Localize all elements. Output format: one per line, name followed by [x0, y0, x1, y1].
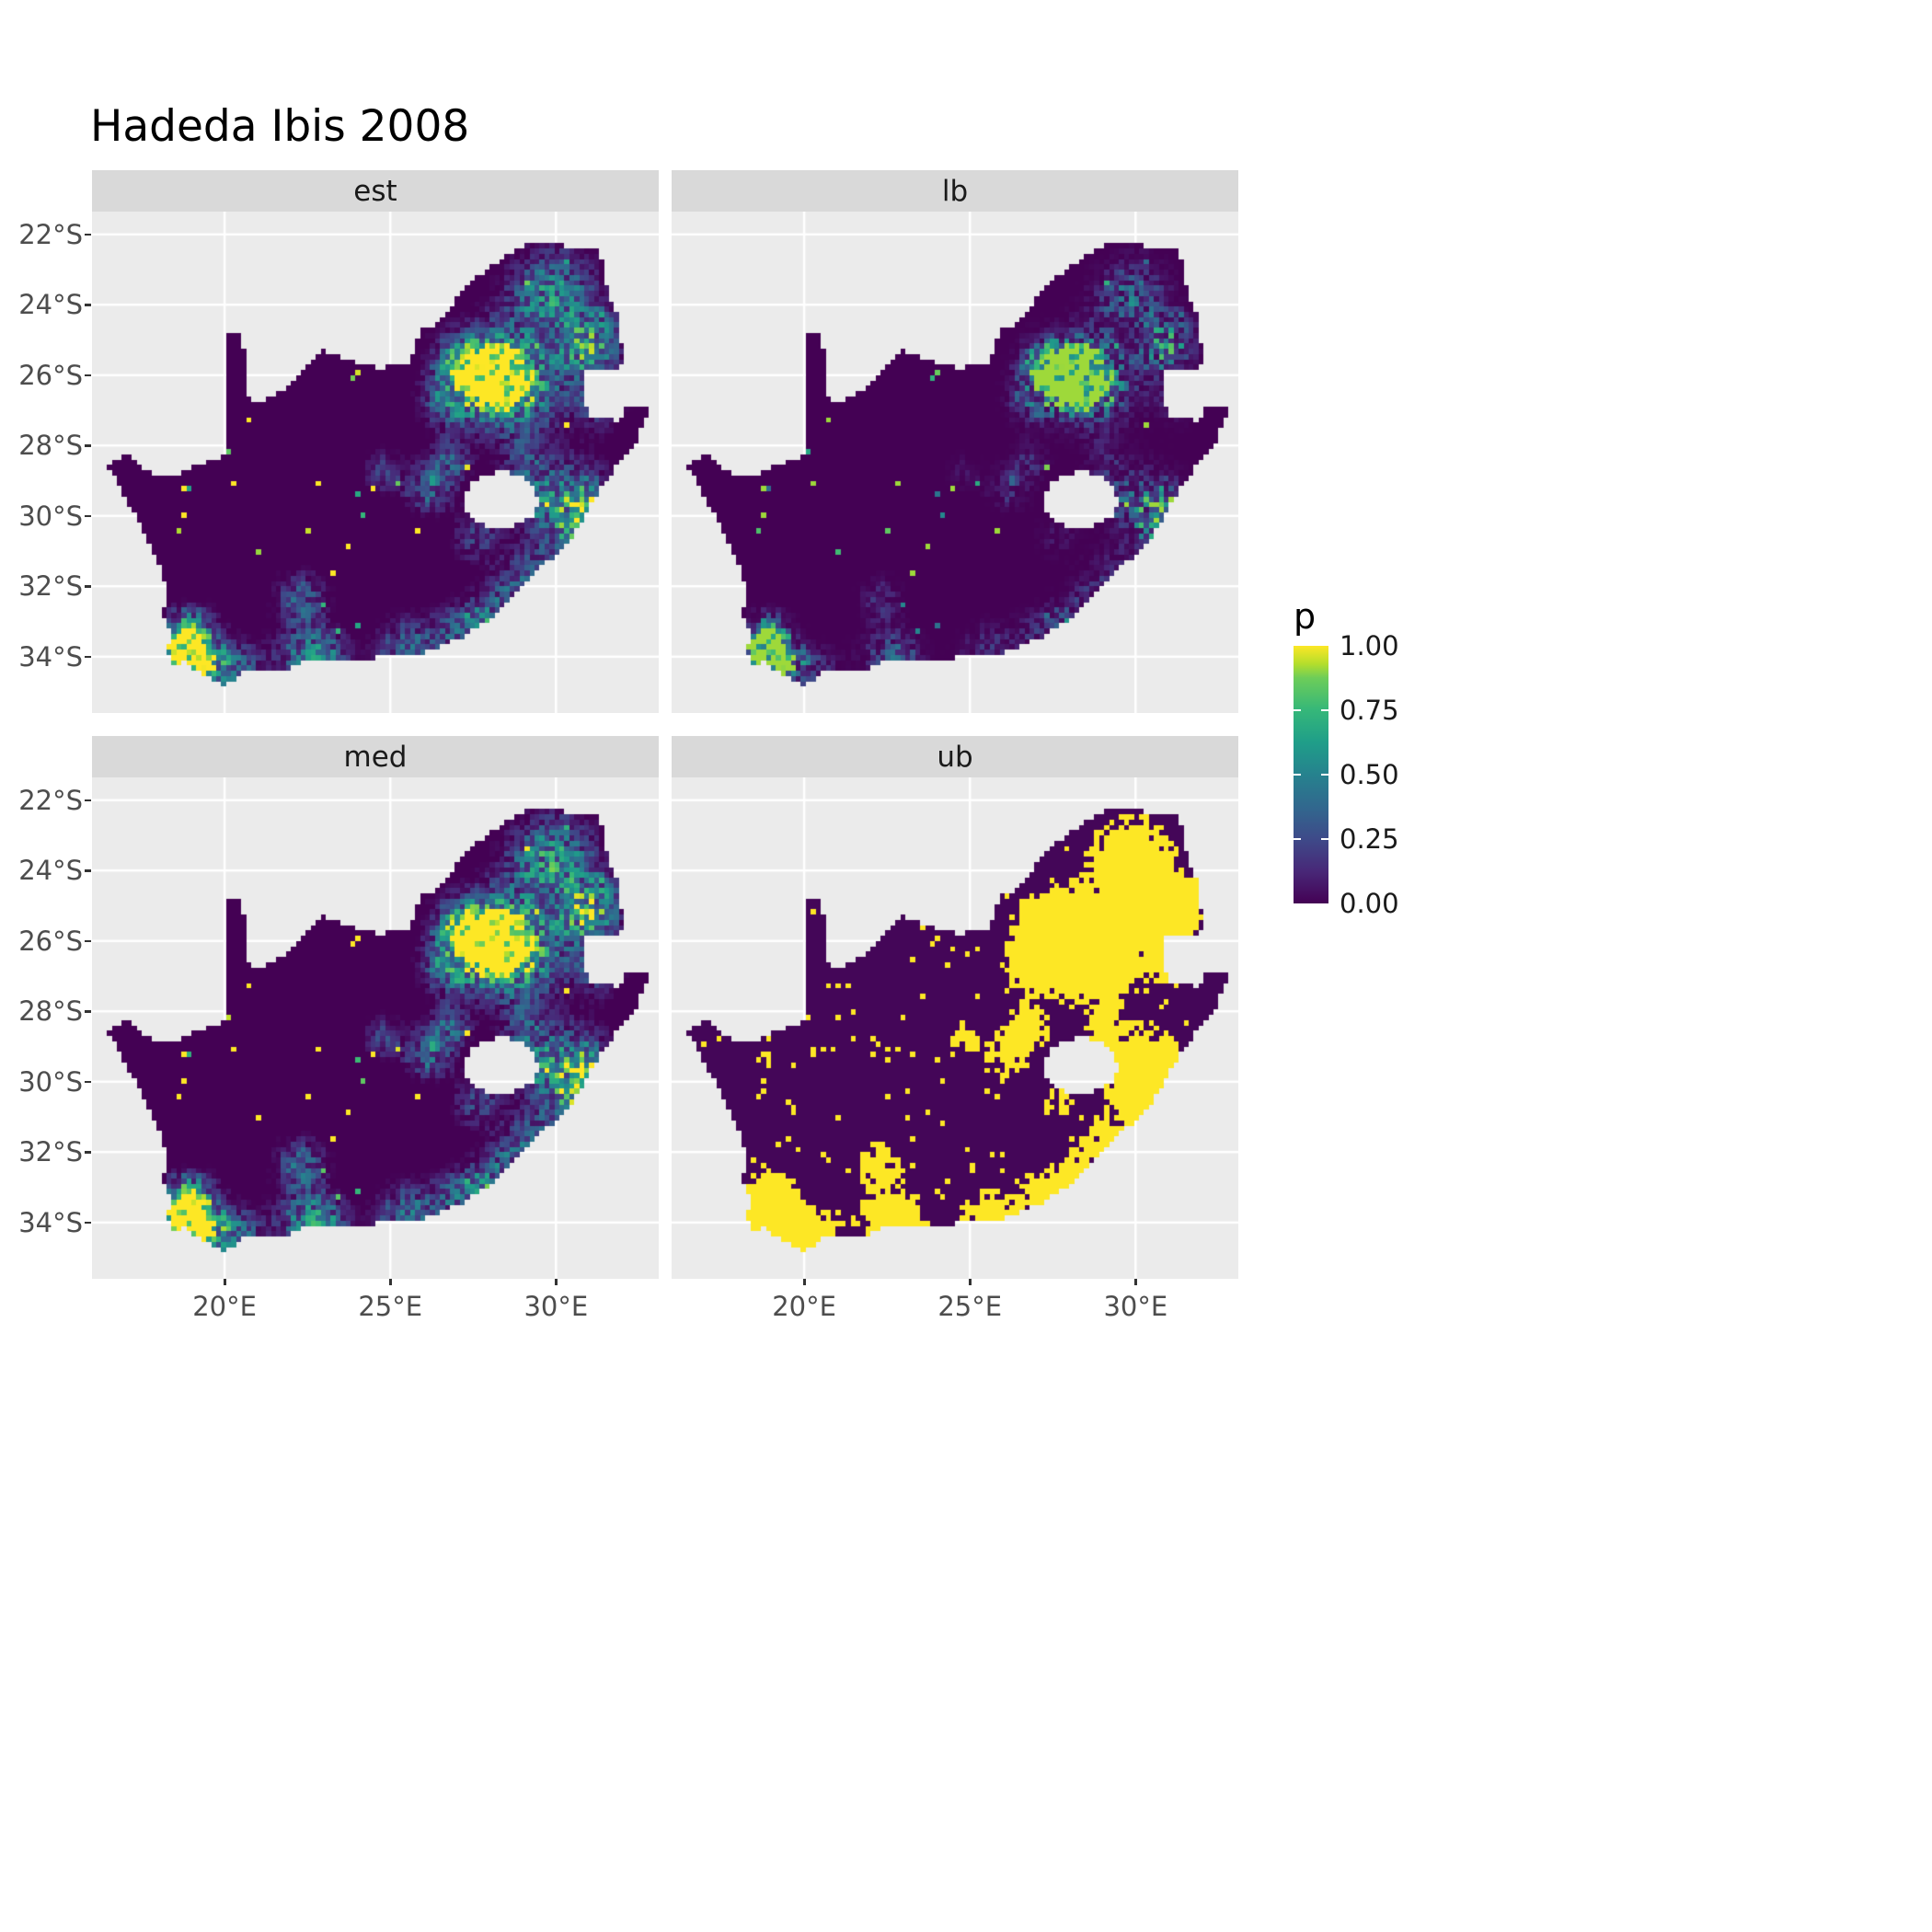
x-axis-tick-mark: [969, 1279, 972, 1285]
map-canvas-lb: [672, 212, 1238, 713]
y-axis-tick-mark: [85, 1151, 91, 1154]
x-axis-tick-mark: [224, 1279, 226, 1285]
legend-tick-mark: [1321, 838, 1328, 840]
facet-strip-lb: lb: [672, 170, 1238, 212]
y-axis-tick-mark: [85, 585, 91, 588]
facet-strip-label: med: [343, 740, 408, 774]
y-axis-tick-mark: [85, 1080, 91, 1084]
y-axis-tick-label: 26°S: [18, 925, 83, 957]
x-axis-tick-label: 30°E: [523, 1291, 589, 1322]
legend-tick-label: 0.00: [1340, 888, 1399, 919]
x-axis-tick-mark: [803, 1279, 806, 1285]
x-axis-tick-mark: [389, 1279, 392, 1285]
facet-strip-med: med: [92, 736, 659, 777]
x-axis-tick-mark: [555, 1279, 558, 1285]
x-axis-tick-label: 20°E: [772, 1291, 836, 1322]
legend-tick-mark: [1321, 709, 1328, 711]
facet-panel-est: [92, 212, 659, 713]
x-axis-tick-mark: [1134, 1279, 1137, 1285]
legend-tick-label: 0.25: [1340, 823, 1399, 855]
y-axis-tick-mark: [85, 655, 91, 659]
y-axis-tick-mark: [85, 514, 91, 518]
y-axis-tick-label: 26°S: [18, 359, 83, 391]
y-axis-tick-mark: [85, 233, 91, 236]
y-axis-tick-mark: [85, 374, 91, 377]
x-axis-tick-label: 25°E: [937, 1291, 1003, 1322]
facet-panel-lb: [672, 212, 1238, 713]
legend-title: p: [1294, 596, 1317, 637]
y-axis-tick-label: 22°S: [18, 218, 83, 250]
y-axis-tick-label: 28°S: [18, 995, 83, 1028]
facet-strip-label: est: [353, 174, 397, 208]
x-axis-tick-label: 30°E: [1103, 1291, 1168, 1322]
legend-tick-label: 0.75: [1340, 695, 1399, 726]
y-axis-tick-label: 30°S: [18, 1065, 83, 1098]
y-axis-tick-mark: [85, 869, 91, 872]
x-axis-tick-label: 20°E: [192, 1291, 257, 1322]
y-axis-tick-label: 34°S: [18, 1206, 83, 1238]
x-axis-tick-label: 25°E: [358, 1291, 423, 1322]
y-axis-tick-label: 24°S: [18, 855, 83, 887]
legend-tick-label: 0.50: [1340, 759, 1399, 790]
y-axis-tick-mark: [85, 939, 91, 943]
facet-strip-label: lb: [941, 174, 969, 208]
map-canvas-med: [92, 777, 659, 1279]
y-axis-tick-label: 24°S: [18, 289, 83, 321]
legend-tick-mark: [1294, 709, 1301, 711]
map-canvas-est: [92, 212, 659, 713]
y-axis-tick-label: 30°S: [18, 500, 83, 532]
y-axis-tick-mark: [85, 444, 91, 447]
y-axis-tick-mark: [85, 1010, 91, 1013]
plot-title: Hadeda Ibis 2008: [90, 101, 470, 152]
facet-strip-label: ub: [937, 740, 973, 774]
legend-tick-mark: [1321, 774, 1328, 776]
facet-panel-med: [92, 777, 659, 1279]
y-axis-tick-mark: [85, 304, 91, 306]
legend-tick-label: 1.00: [1340, 630, 1399, 661]
y-axis-tick-mark: [85, 1221, 91, 1225]
map-canvas-ub: [672, 777, 1238, 1279]
legend-tick-mark: [1294, 774, 1301, 776]
facet-strip-est: est: [92, 170, 659, 212]
y-axis-tick-label: 28°S: [18, 430, 83, 462]
legend-tick-mark: [1294, 838, 1301, 840]
y-axis-tick-label: 32°S: [18, 1136, 83, 1168]
y-axis-tick-mark: [85, 799, 91, 802]
y-axis-tick-label: 22°S: [18, 784, 83, 816]
y-axis-tick-label: 32°S: [18, 570, 83, 603]
facet-strip-ub: ub: [672, 736, 1238, 777]
facet-panel-ub: [672, 777, 1238, 1279]
y-axis-tick-label: 34°S: [18, 640, 83, 673]
